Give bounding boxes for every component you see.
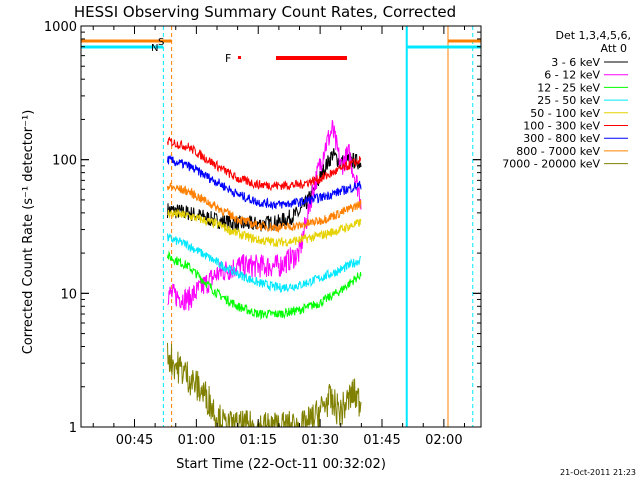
x-tick-label-4: 01:45 [363,433,400,448]
legend-header-2: Att 0 [601,42,627,55]
series-line-5 [167,136,361,192]
legend-header-1: Det 1,3,4,5,6, [555,29,631,42]
legend-label-5: 100 - 300 keV [523,120,600,133]
axis-layer: 00:45 01:00 01:15 01:30 01:45 02:00 1 10 100 1000 [44,20,481,448]
legend-label-1: 6 - 12 keV [544,69,600,82]
chart-title: HESSI Observing Summary Count Rates, Cor… [74,3,456,21]
annotation-f: F [225,52,231,65]
legend-label-0: 3 - 6 keV [551,56,600,69]
legend-label-8: 7000 - 20000 keV [502,158,600,171]
series-layer [167,119,362,428]
series-line-4 [167,208,362,248]
legend-label-2: 12 - 25 keV [537,81,600,94]
legend-label-4: 50 - 100 keV [530,107,600,120]
annotation-s: S [158,37,164,48]
y-tick-label-0: 1 [69,421,77,436]
annotation-n: N [151,43,158,54]
x-axis-label: Start Time (22-Oct-11 00:32:02) [176,457,386,472]
footer-timestamp: 21-Oct-2011 21:23 [560,468,636,477]
legend-label-3: 25 - 50 keV [537,94,600,107]
observing-band-layer [81,26,481,427]
y-tick-label-2: 100 [52,154,77,169]
legend-label-7: 800 - 7000 keV [516,145,600,158]
y-axis-label: Corrected Count Rate (s⁻¹ detector⁻¹) [21,110,36,355]
series-line-7 [167,182,362,233]
series-line-2 [167,250,362,321]
plot-frame [80,25,482,428]
series-line-1 [167,119,362,311]
x-tick-label-2: 01:15 [240,433,277,448]
x-tick-label-3: 01:30 [301,433,338,448]
x-tick-label-0: 00:45 [116,433,153,448]
flare-marker-dot [238,56,241,59]
series-line-8 [167,342,362,428]
series-line-3 [167,233,362,294]
x-tick-label-5: 02:00 [425,433,462,448]
legend-label-6: 300 - 800 keV [523,132,600,145]
x-tick-label-1: 01:00 [178,433,215,448]
y-tick-label-3: 1000 [44,20,77,35]
y-tick-label-1: 10 [60,287,77,302]
series-line-6 [167,154,362,211]
